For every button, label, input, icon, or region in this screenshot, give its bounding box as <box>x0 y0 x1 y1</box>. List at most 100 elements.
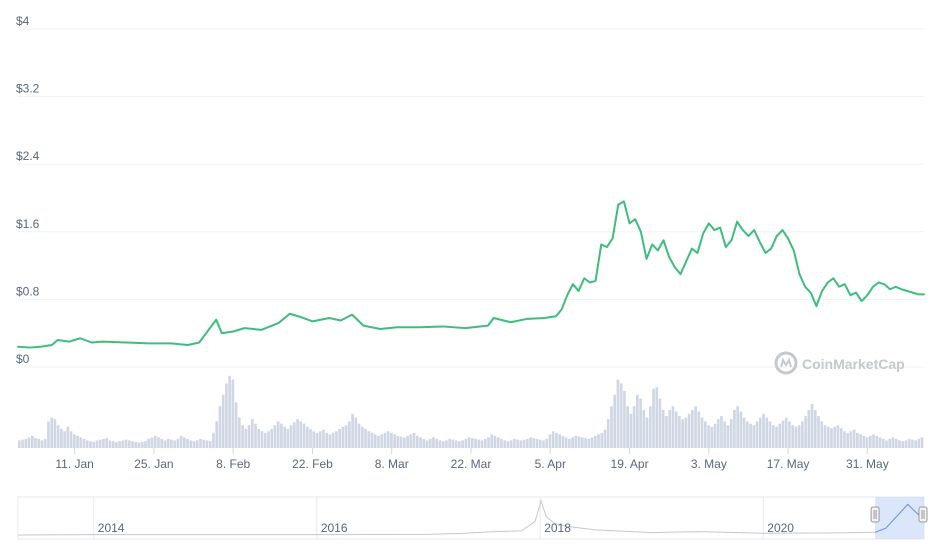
volume-bar <box>341 426 345 448</box>
volume-bar <box>160 438 164 448</box>
volume-bar <box>186 438 189 448</box>
volume-bar <box>483 438 487 448</box>
volume-bar <box>632 406 636 448</box>
volume-bar <box>581 437 584 448</box>
volume-bar <box>441 441 445 448</box>
volume-bar <box>419 437 422 448</box>
volume-bar <box>140 441 144 448</box>
volume-bar <box>600 432 604 448</box>
volume-bar <box>526 438 529 448</box>
volume-bar <box>742 417 746 448</box>
volume-bar <box>464 438 468 448</box>
volume-bar <box>412 432 416 448</box>
volume-bar <box>545 438 549 448</box>
volume-bar <box>535 438 539 448</box>
volume-bar <box>131 441 134 448</box>
volume-bar <box>597 434 600 448</box>
volume-bar <box>225 383 228 448</box>
volume-bar <box>713 423 717 448</box>
price-series <box>17 200 925 349</box>
volume-bar <box>458 441 461 448</box>
volume-bar <box>386 431 390 448</box>
range-navigator[interactable]: 2014 2016 2018 2020 <box>17 496 928 540</box>
volume-bar <box>270 429 274 448</box>
volume-bar <box>784 417 788 448</box>
volume-bar <box>134 441 138 448</box>
volume-bar <box>661 410 665 448</box>
volume-bar <box>891 437 895 448</box>
volume-bar <box>66 426 70 448</box>
volume-bar <box>513 438 516 448</box>
volume-bar <box>286 429 290 448</box>
volume-bar <box>393 434 396 448</box>
volume-bar <box>746 421 749 448</box>
volume-bar <box>244 429 248 448</box>
volume-bar <box>564 437 568 448</box>
volume-bar <box>674 411 678 448</box>
volume-bar <box>432 437 435 448</box>
volume-bar <box>318 431 322 448</box>
volume-bar <box>79 437 83 448</box>
volume-bar <box>865 437 869 448</box>
volume-bar <box>428 438 432 448</box>
volume-bar <box>639 398 642 448</box>
navigator-handle-right[interactable] <box>918 506 928 523</box>
volume-bar <box>338 429 341 448</box>
volume-bar <box>474 438 477 448</box>
volume-bar <box>299 421 303 448</box>
volume-bar <box>383 432 387 448</box>
volume-bar <box>833 426 837 448</box>
volume-bar <box>571 437 574 448</box>
volume-bar <box>445 440 448 448</box>
volume-bar <box>396 435 400 448</box>
volume-bar <box>283 426 286 448</box>
volume-bar <box>92 441 96 448</box>
volume-bar <box>202 439 206 448</box>
navigator-selected-range[interactable] <box>875 497 924 539</box>
navigator-tick-label: 2020 <box>767 521 794 535</box>
volume-bar <box>111 441 115 448</box>
y-axis: $0 $0.8 $1.6 $2.4 $3.2 $4 <box>16 14 40 366</box>
volume-bar <box>312 431 316 448</box>
volume-bar <box>555 432 558 448</box>
volume-bar <box>642 410 646 448</box>
price-line <box>17 200 925 349</box>
volume-bar <box>63 431 66 448</box>
navigator-ticks: 2014 2016 2018 2020 <box>98 521 795 535</box>
volume-bar <box>619 383 623 448</box>
x-tick-label: 11. Jan <box>55 457 93 471</box>
watermark: CoinMarketCap <box>774 351 905 375</box>
volume-bar <box>801 421 804 448</box>
volume-bar <box>881 438 885 448</box>
volume-bar <box>370 432 374 448</box>
volume-bar <box>791 425 794 448</box>
volume-bar <box>325 432 329 448</box>
volume-bar <box>257 429 261 448</box>
volume-bar <box>250 419 254 448</box>
volume-bar <box>846 432 849 448</box>
volume-bar <box>89 441 92 448</box>
volume-bar <box>917 438 921 448</box>
volume-bar <box>183 437 186 448</box>
volume-bar <box>477 439 481 448</box>
navigator-selection[interactable] <box>870 497 928 539</box>
volume-bar <box>425 440 429 448</box>
navigator-handle-left[interactable] <box>870 506 880 523</box>
volume-bar <box>775 426 778 448</box>
volume-bar <box>739 411 743 448</box>
x-tick-label: 22. Mar <box>451 457 492 471</box>
y-tick-label: $0.8 <box>16 284 40 298</box>
volume-bar <box>76 435 79 448</box>
volume-bar <box>302 423 306 448</box>
volume-bar <box>710 426 714 448</box>
volume-bar <box>280 423 283 448</box>
volume-bar <box>914 440 917 448</box>
volume-bar <box>403 437 406 448</box>
volume-bar <box>435 438 439 448</box>
navigator-tick-label: 2018 <box>544 521 571 535</box>
volume-bars <box>18 375 924 448</box>
volume-bar <box>205 440 209 448</box>
volume-bar <box>843 431 846 448</box>
volume-bar <box>234 402 238 448</box>
